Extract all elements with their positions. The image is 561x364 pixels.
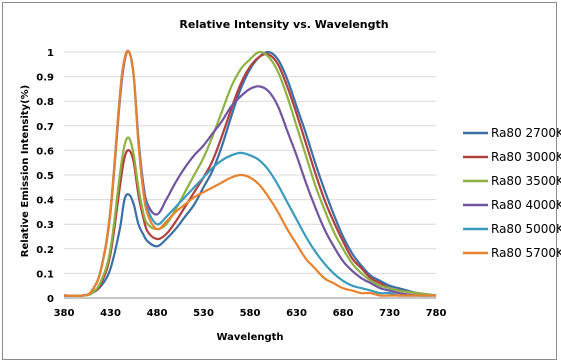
y-tick-label: 0: [47, 294, 54, 305]
x-axis-title: Wavelength: [216, 332, 283, 343]
x-tick-label: 580: [240, 308, 261, 319]
x-axis-ticks: 380 430 480 530 580 630 680 730 780: [54, 308, 447, 319]
x-tick-label: 380: [54, 308, 75, 319]
y-tick-label: 1: [47, 48, 54, 59]
legend-label: Ra80 4000K: [491, 198, 561, 212]
series-line-5: [63, 49, 436, 297]
x-tick-label: 480: [147, 308, 168, 319]
legend-label: Ra80 3000K: [491, 150, 561, 164]
y-tick-label: 0.3: [36, 220, 54, 231]
x-tick-label: 430: [100, 308, 121, 319]
y-tick-label: 0.2: [36, 245, 54, 256]
x-tick-label: 780: [426, 308, 447, 319]
y-tick-label: 0.4: [36, 196, 54, 207]
series-lines: [63, 49, 437, 297]
chart-title: Relative Intensity vs. Wavelength: [179, 18, 388, 31]
legend: Ra80 2700K Ra80 3000K Ra80 3500K Ra80 4000K…: [463, 126, 561, 260]
x-tick-label: 730: [379, 308, 400, 319]
legend-label: Ra80 2700K: [491, 126, 561, 140]
y-tick-label: 0.1: [36, 269, 54, 280]
series-line-0: [63, 50, 437, 297]
legend-label: Ra80 5000K: [491, 222, 561, 236]
y-tick-label: 0.8: [36, 97, 54, 108]
series-line-2: [63, 50, 437, 297]
y-tick-label: 0.6: [36, 146, 54, 157]
x-tick-label: 680: [333, 308, 354, 319]
legend-label: Ra80 5700K: [491, 246, 561, 260]
y-tick-label: 0.9: [36, 73, 54, 84]
y-axis-ticks: 0 0.1 0.2 0.3 0.4 0.5 0.6 0.7 0.8 0.9 1: [36, 48, 54, 305]
legend-label: Ra80 3500K: [491, 174, 561, 188]
y-tick-label: 0.7: [36, 122, 54, 133]
y-axis-title: Relative Emission Intensity(%): [20, 85, 31, 258]
series-line-1: [63, 52, 437, 297]
x-tick-label: 530: [193, 308, 214, 319]
y-tick-label: 0.5: [36, 171, 54, 182]
x-tick-label: 630: [286, 308, 307, 319]
